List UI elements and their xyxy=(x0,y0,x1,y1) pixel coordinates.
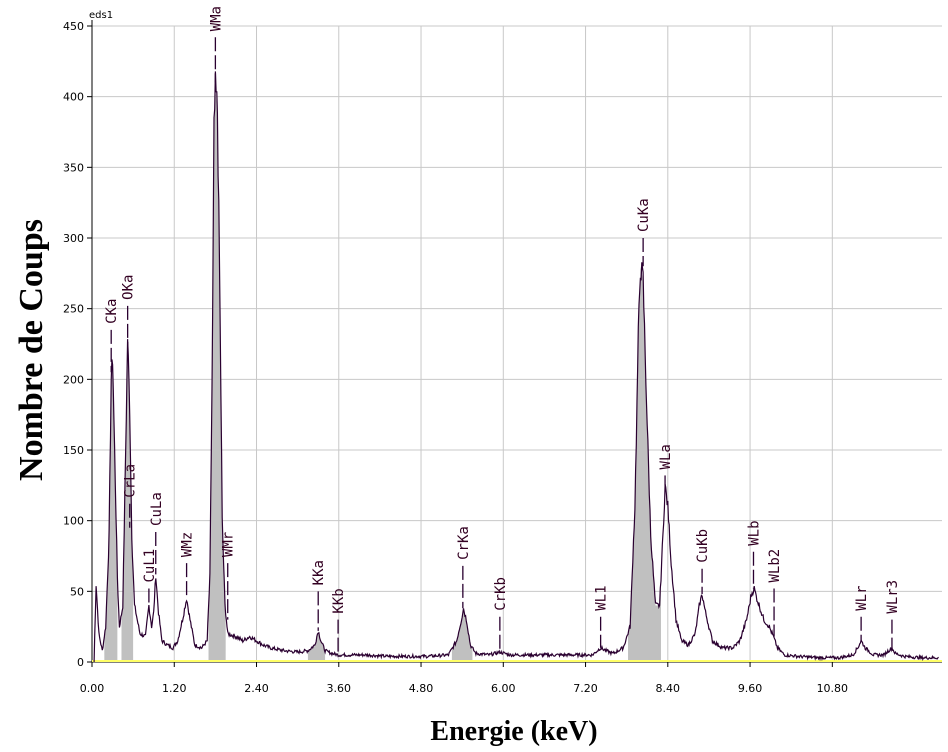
x-tick-label: 9.60 xyxy=(738,682,763,695)
peak-fill xyxy=(208,89,226,663)
peak-label: OKa xyxy=(121,275,137,300)
peak-label: WLb2 xyxy=(767,549,783,583)
peak-label: WL1 xyxy=(594,585,610,610)
chart-tag: eds1 xyxy=(89,10,113,21)
peak-label: CrKa xyxy=(456,526,472,560)
y-tick-label: 350 xyxy=(63,161,84,174)
tick-labels: 0 50 100 150 200 250 300 350 400 450 0.00 1.20 2.40 3… xyxy=(63,20,848,695)
x-tick-label: 2.40 xyxy=(244,682,269,695)
y-tick-label: 200 xyxy=(63,373,84,386)
peak-label: CuKa xyxy=(636,198,652,232)
peak-label: CuKb xyxy=(695,529,711,563)
peak-fill xyxy=(121,336,134,662)
y-tick-label: 300 xyxy=(63,232,84,245)
peak-label: KKb xyxy=(331,588,347,613)
x-axis-label: Energie (keV) xyxy=(430,716,597,747)
x-tick-label: 3.60 xyxy=(327,682,352,695)
peak-label: WLa xyxy=(658,444,674,469)
axes xyxy=(87,20,942,667)
x-tick-label: 0.00 xyxy=(80,682,105,695)
peak-fill xyxy=(451,608,473,662)
peak-label: CrKb xyxy=(493,577,509,611)
x-tick-label: 1.20 xyxy=(162,682,187,695)
x-tick-label: 6.00 xyxy=(491,682,516,695)
peak-label: WLr3 xyxy=(885,580,901,614)
y-tick-label: 450 xyxy=(63,20,84,33)
y-tick-label: 0 xyxy=(77,656,84,669)
grid-lines xyxy=(91,25,942,663)
spectrum-trace xyxy=(93,71,939,663)
x-tick-label: 8.40 xyxy=(656,682,681,695)
y-tick-label: 150 xyxy=(63,444,84,457)
peak-label: CuL1 xyxy=(142,549,158,583)
y-tick-label: 100 xyxy=(63,515,84,528)
x-tick-label: 4.80 xyxy=(409,682,434,695)
y-tick-label: 250 xyxy=(63,303,84,316)
peak-label: WMr xyxy=(221,532,237,557)
spectrum-line xyxy=(93,71,939,663)
peak-label: CKa xyxy=(104,299,120,324)
peak-label: WLr xyxy=(854,585,870,610)
peak-label: WMa xyxy=(208,6,224,31)
peak-label: CuLa xyxy=(149,492,165,526)
peak-label: CrLa xyxy=(123,464,139,498)
x-tick-label: 10.80 xyxy=(817,682,849,695)
peak-fill xyxy=(628,266,661,662)
peak-label: WLb xyxy=(746,520,762,545)
y-tick-label: 400 xyxy=(63,91,84,104)
peak-label: KKa xyxy=(311,560,327,585)
x-tick-label: 7.20 xyxy=(573,682,598,695)
peak-fill-areas xyxy=(104,89,661,663)
peak-label: WMz xyxy=(180,532,196,557)
y-axis-label: Nombre de Coups xyxy=(13,219,50,481)
plot-area xyxy=(92,26,942,662)
y-tick-label: 50 xyxy=(70,585,84,598)
peak-fill xyxy=(307,630,326,662)
